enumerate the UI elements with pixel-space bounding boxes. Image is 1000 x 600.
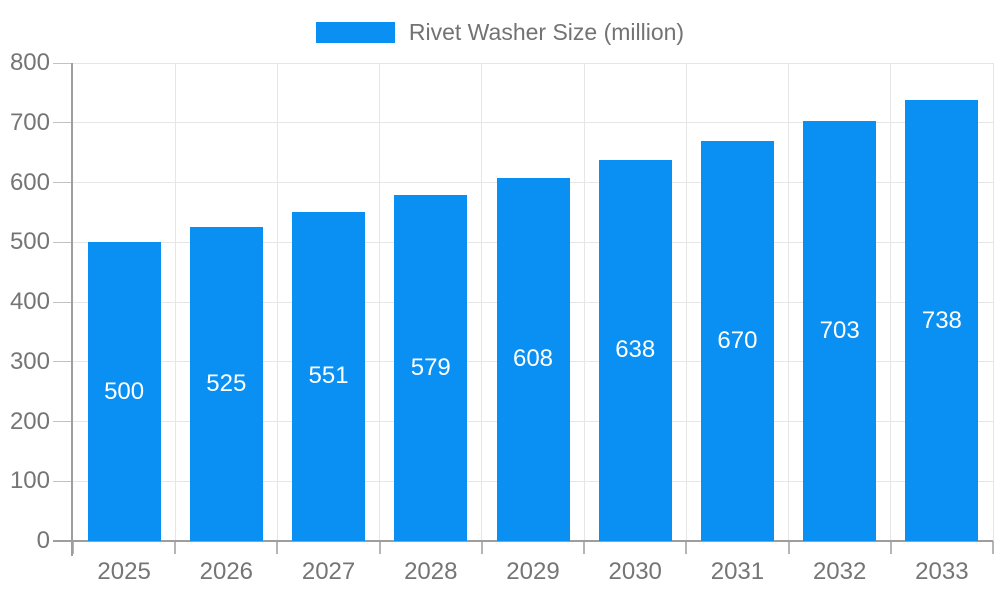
- x-tick-label: 2028: [404, 558, 458, 585]
- x-gridline: [379, 63, 381, 541]
- y-tick-mark: [53, 62, 73, 64]
- x-gridline: [583, 63, 585, 541]
- bar: [292, 211, 366, 541]
- x-tick-label: 2026: [199, 558, 254, 585]
- bar-value-label: 670: [717, 326, 758, 354]
- chart-legend[interactable]: Rivet Washer Size (million): [0, 19, 1000, 46]
- bar-value-label: 703: [819, 316, 860, 344]
- x-gridline: [174, 63, 176, 541]
- x-tick-mark: [787, 541, 790, 554]
- y-tick-label: 300: [9, 347, 50, 375]
- y-gridline: [73, 122, 993, 124]
- x-gridline: [481, 63, 483, 541]
- x-tick-label: 2032: [812, 558, 867, 585]
- bar-value-label: 638: [615, 336, 656, 364]
- bar-value-label: 500: [104, 377, 145, 405]
- x-tick-label: 2027: [301, 558, 356, 585]
- bar-value-label: 551: [308, 362, 349, 390]
- x-gridline: [276, 63, 278, 541]
- bar: [87, 242, 161, 541]
- bar: [598, 159, 672, 541]
- x-tick-label: 2025: [97, 558, 151, 585]
- x-tick-mark: [480, 541, 483, 554]
- y-tick-mark: [53, 122, 73, 124]
- x-tick-label: 2029: [506, 558, 560, 585]
- bar: [905, 100, 979, 541]
- x-tick-label: 2030: [608, 558, 662, 585]
- x-tick-mark: [378, 541, 381, 554]
- x-tick-mark: [583, 541, 586, 554]
- y-gridline: [73, 62, 993, 64]
- y-tick-mark: [53, 361, 73, 363]
- bar: [803, 120, 877, 541]
- y-tick-mark: [53, 241, 73, 243]
- x-tick-mark: [992, 541, 994, 554]
- y-tick-label: 500: [9, 228, 50, 256]
- x-tick-label: 2033: [915, 558, 969, 585]
- y-tick-label: 0: [36, 527, 50, 554]
- x-tick-mark: [174, 541, 177, 554]
- bar: [189, 227, 263, 541]
- x-gridline: [685, 63, 687, 541]
- y-tick-label: 400: [9, 288, 50, 315]
- bar-value-label: 579: [410, 354, 451, 382]
- x-tick-mark: [889, 541, 892, 554]
- x-tick-label: 2031: [710, 558, 765, 585]
- x-axis-line: [53, 540, 993, 542]
- bar-value-label: 608: [512, 345, 554, 373]
- y-tick-label: 700: [9, 108, 50, 136]
- bar: [394, 195, 468, 541]
- y-tick-mark: [53, 182, 73, 183]
- bar: [496, 177, 570, 541]
- bar-value-label: 525: [206, 370, 247, 398]
- y-tick-label: 100: [9, 467, 50, 495]
- x-gridline: [992, 63, 994, 541]
- legend-label: Rivet Washer Size (million): [408, 19, 685, 45]
- x-tick-mark: [685, 541, 688, 554]
- y-tick-mark: [53, 301, 73, 303]
- y-axis-line: [71, 63, 73, 556]
- bar-value-label: 738: [921, 306, 962, 334]
- y-tick-mark: [53, 480, 73, 482]
- x-tick-mark: [276, 541, 279, 554]
- x-gridline: [788, 63, 790, 541]
- x-gridline: [890, 63, 892, 541]
- y-tick-mark: [53, 421, 73, 422]
- x-tick-mark: [72, 541, 74, 554]
- y-tick-label: 600: [9, 168, 50, 196]
- y-tick-label: 200: [9, 407, 50, 435]
- y-tick-label: 800: [9, 49, 50, 76]
- legend-swatch-icon: [315, 22, 395, 43]
- bar: [700, 140, 774, 541]
